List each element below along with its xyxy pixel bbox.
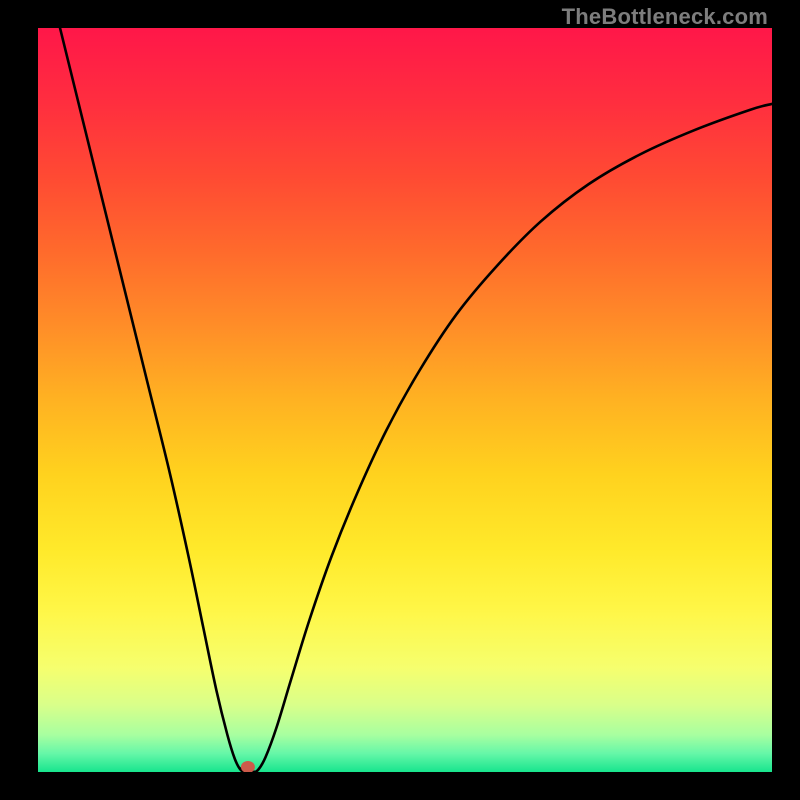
bottleneck-chart xyxy=(0,0,800,800)
chart-frame: TheBottleneck.com xyxy=(0,0,800,800)
plot-background xyxy=(38,28,772,772)
minimum-marker xyxy=(241,761,255,773)
watermark-text: TheBottleneck.com xyxy=(562,4,768,30)
